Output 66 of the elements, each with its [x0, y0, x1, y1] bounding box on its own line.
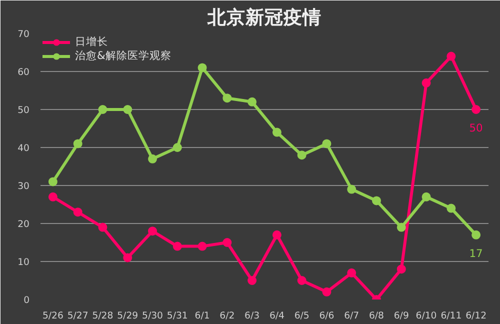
y-tick-label: 30: [18, 181, 30, 192]
x-tick-label: 5/31: [166, 310, 188, 322]
point: [172, 143, 182, 152]
x-tick-label: 6/7: [344, 310, 360, 322]
x-tick-label: 6/10: [416, 310, 437, 322]
point: [172, 242, 182, 251]
point: [148, 154, 157, 164]
point: [198, 63, 207, 72]
point: [73, 208, 82, 217]
point: [48, 177, 58, 186]
x-tick-label: 6/8: [368, 310, 384, 322]
point: [372, 196, 381, 206]
point: [48, 192, 58, 202]
point: [322, 287, 332, 296]
point: [422, 78, 431, 88]
point: [347, 184, 356, 194]
point: [73, 139, 82, 148]
point: [297, 150, 306, 160]
point: [347, 268, 356, 278]
y-tick-label: 40: [18, 143, 30, 154]
x-tick-label: 6/1: [194, 310, 210, 322]
x-tick-label: 6/5: [294, 310, 310, 322]
x-tick-label: 6/11: [440, 310, 462, 322]
y-tick-label: 10: [18, 257, 30, 268]
point: [198, 242, 207, 251]
x-tick-label: 5/28: [92, 310, 114, 322]
point: [123, 105, 132, 114]
point: [446, 52, 456, 61]
y-tick-label: 60: [18, 67, 30, 78]
point: [272, 128, 282, 137]
data-label: 17: [469, 246, 483, 260]
point: [297, 276, 306, 285]
point: [422, 192, 431, 202]
point: [248, 276, 257, 285]
x-tick-label: 6/12: [466, 310, 487, 322]
point: [472, 105, 481, 114]
legend-label: 日增长: [75, 35, 108, 49]
point: [396, 222, 406, 232]
point: [222, 94, 232, 103]
point: [446, 204, 456, 213]
x-tick-label: 6/3: [244, 310, 260, 322]
y-tick-label: 0: [24, 295, 30, 306]
legend-label: 治愈&解除医学观察: [75, 49, 172, 63]
chart-title: 北京新冠疫情: [206, 6, 322, 28]
point: [248, 97, 257, 106]
x-tick-label: 6/4: [269, 310, 285, 322]
point: [98, 105, 108, 114]
point: [123, 253, 132, 262]
x-tick-label: 6/6: [319, 310, 334, 322]
x-tick-label: 5/27: [67, 310, 88, 322]
y-tick-label: 50: [18, 105, 30, 116]
x-tick-label: 5/26: [42, 310, 64, 322]
point: [98, 222, 108, 232]
point: [472, 230, 481, 240]
point: [396, 264, 406, 274]
point: [322, 139, 332, 148]
y-tick-label: 70: [18, 29, 30, 40]
data-label: 50: [469, 122, 484, 134]
x-tick-label: 6/9: [394, 310, 409, 322]
x-tick-label: 5/29: [117, 310, 138, 322]
point: [272, 230, 282, 240]
point: [148, 226, 157, 236]
x-tick-label: 5/30: [142, 310, 164, 322]
x-tick-label: 6/2: [220, 310, 235, 322]
point: [222, 238, 232, 247]
y-tick-label: 20: [18, 219, 30, 230]
